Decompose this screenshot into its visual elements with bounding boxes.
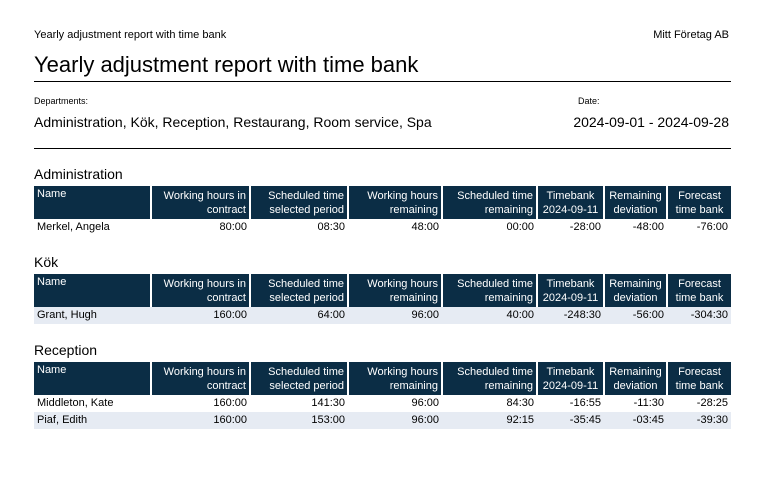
report-title: Yearly adjustment report with time bank xyxy=(34,52,419,77)
table-cell: 153:00 xyxy=(250,412,348,429)
table-cell: -11:30 xyxy=(633,397,664,409)
table-row: Grant, Hugh 160:00 64:00 96:00 40:00 -24… xyxy=(34,307,731,324)
column-header: Forecast time bank xyxy=(667,362,731,395)
employee-name: Piaf, Edith xyxy=(34,412,151,429)
table-header-row: Name Working hours in contract Scheduled … xyxy=(34,274,731,307)
date-value: 2024-09-01 - 2024-09-28 xyxy=(573,114,729,130)
table-cell: -03:45 xyxy=(604,412,667,429)
company-name: Mitt Företag AB xyxy=(653,29,729,41)
column-header: Scheduled time remaining xyxy=(442,186,538,219)
table-cell: 84:30 xyxy=(506,397,534,409)
table-cell: 160:00 xyxy=(151,412,250,429)
section-kok: Kök Name Working hours in contract Schedu… xyxy=(34,252,731,324)
table-cell: -76:00 xyxy=(696,221,728,233)
employee-name: Middleton, Kate xyxy=(37,397,114,409)
departments-label: Departments: xyxy=(34,96,89,106)
table-cell: 48:00 xyxy=(411,221,439,233)
employee-name: Grant, Hugh xyxy=(34,307,151,324)
table-cell: 160:00 xyxy=(151,307,250,324)
table-cell: 00:00 xyxy=(506,221,534,233)
column-header: Scheduled time remaining xyxy=(442,362,538,395)
table-header-row: Name Working hours in contract Scheduled … xyxy=(34,362,731,395)
column-header: Working hours remaining xyxy=(348,186,443,219)
employee-name: Merkel, Angela xyxy=(37,221,110,233)
table-cell: 96:00 xyxy=(348,307,442,324)
column-header: Working hours in contract xyxy=(151,186,251,219)
table-cell: 160:00 xyxy=(213,397,247,409)
column-header: Name xyxy=(34,362,152,395)
table-cell: 141:30 xyxy=(311,397,345,409)
table-cell: -248:30 xyxy=(537,307,604,324)
column-header: Forecast time bank xyxy=(667,186,731,219)
column-header: Scheduled time selected period xyxy=(250,274,349,307)
table-cell: -304:30 xyxy=(667,307,731,324)
section-administration: Administration Name Working hours in cont… xyxy=(34,164,731,236)
column-header: Working hours remaining xyxy=(348,274,443,307)
table-cell: 08:30 xyxy=(317,221,345,233)
table-cell: -56:00 xyxy=(604,307,667,324)
table-cell: 96:00 xyxy=(411,397,439,409)
column-header: Working hours in contract xyxy=(151,274,251,307)
date-label: Date: xyxy=(578,96,600,106)
column-header: Working hours in contract xyxy=(151,362,251,395)
column-header: Working hours remaining xyxy=(348,362,443,395)
column-header: Scheduled time selected period xyxy=(250,186,349,219)
table-header-row: Name Working hours in contract Scheduled … xyxy=(34,186,731,219)
meta-divider xyxy=(34,148,731,149)
column-header: Timebank 2024-09-11 xyxy=(537,186,605,219)
table-cell: 96:00 xyxy=(348,412,442,429)
report-table: Name Working hours in contract Scheduled … xyxy=(34,274,731,324)
table-row: Merkel, Angela 80:00 08:30 48:00 00:00 -… xyxy=(34,219,731,236)
table-cell: 64:00 xyxy=(250,307,348,324)
column-header: Scheduled time remaining xyxy=(442,274,538,307)
table-cell: -35:45 xyxy=(537,412,604,429)
table-cell: 92:15 xyxy=(442,412,537,429)
section-reception: Reception Name Working hours in contract … xyxy=(34,340,731,429)
column-header: Name xyxy=(34,186,152,219)
section-title: Administration xyxy=(34,166,123,182)
table-cell: -28:25 xyxy=(696,397,728,409)
column-header: Name xyxy=(34,274,152,307)
report-small-title: Yearly adjustment report with time bank xyxy=(34,29,227,41)
table-row: Piaf, Edith 160:00 153:00 96:00 92:15 -3… xyxy=(34,412,731,429)
column-header: Timebank 2024-09-11 xyxy=(537,362,605,395)
column-header: Remaining deviation xyxy=(604,274,668,307)
table-cell: -48:00 xyxy=(632,221,664,233)
table-cell: -16:55 xyxy=(569,397,601,409)
table-cell: -28:00 xyxy=(569,221,601,233)
report-table: Name Working hours in contract Scheduled … xyxy=(34,362,731,429)
table-row: Middleton, Kate 160:00 141:30 96:00 84:3… xyxy=(34,395,731,412)
section-title: Kök xyxy=(34,254,59,270)
table-cell: 40:00 xyxy=(442,307,537,324)
table-cell: -39:30 xyxy=(667,412,731,429)
report-table: Name Working hours in contract Scheduled … xyxy=(34,186,731,236)
table-cell: 80:00 xyxy=(219,221,247,233)
departments-value: Administration, Kök, Reception, Restaura… xyxy=(34,114,432,130)
column-header: Timebank 2024-09-11 xyxy=(537,274,605,307)
title-divider xyxy=(34,81,731,82)
column-header: Scheduled time selected period xyxy=(250,362,349,395)
column-header: Remaining deviation xyxy=(604,186,668,219)
section-title: Reception xyxy=(34,342,98,358)
column-header: Remaining deviation xyxy=(604,362,668,395)
column-header: Forecast time bank xyxy=(667,274,731,307)
